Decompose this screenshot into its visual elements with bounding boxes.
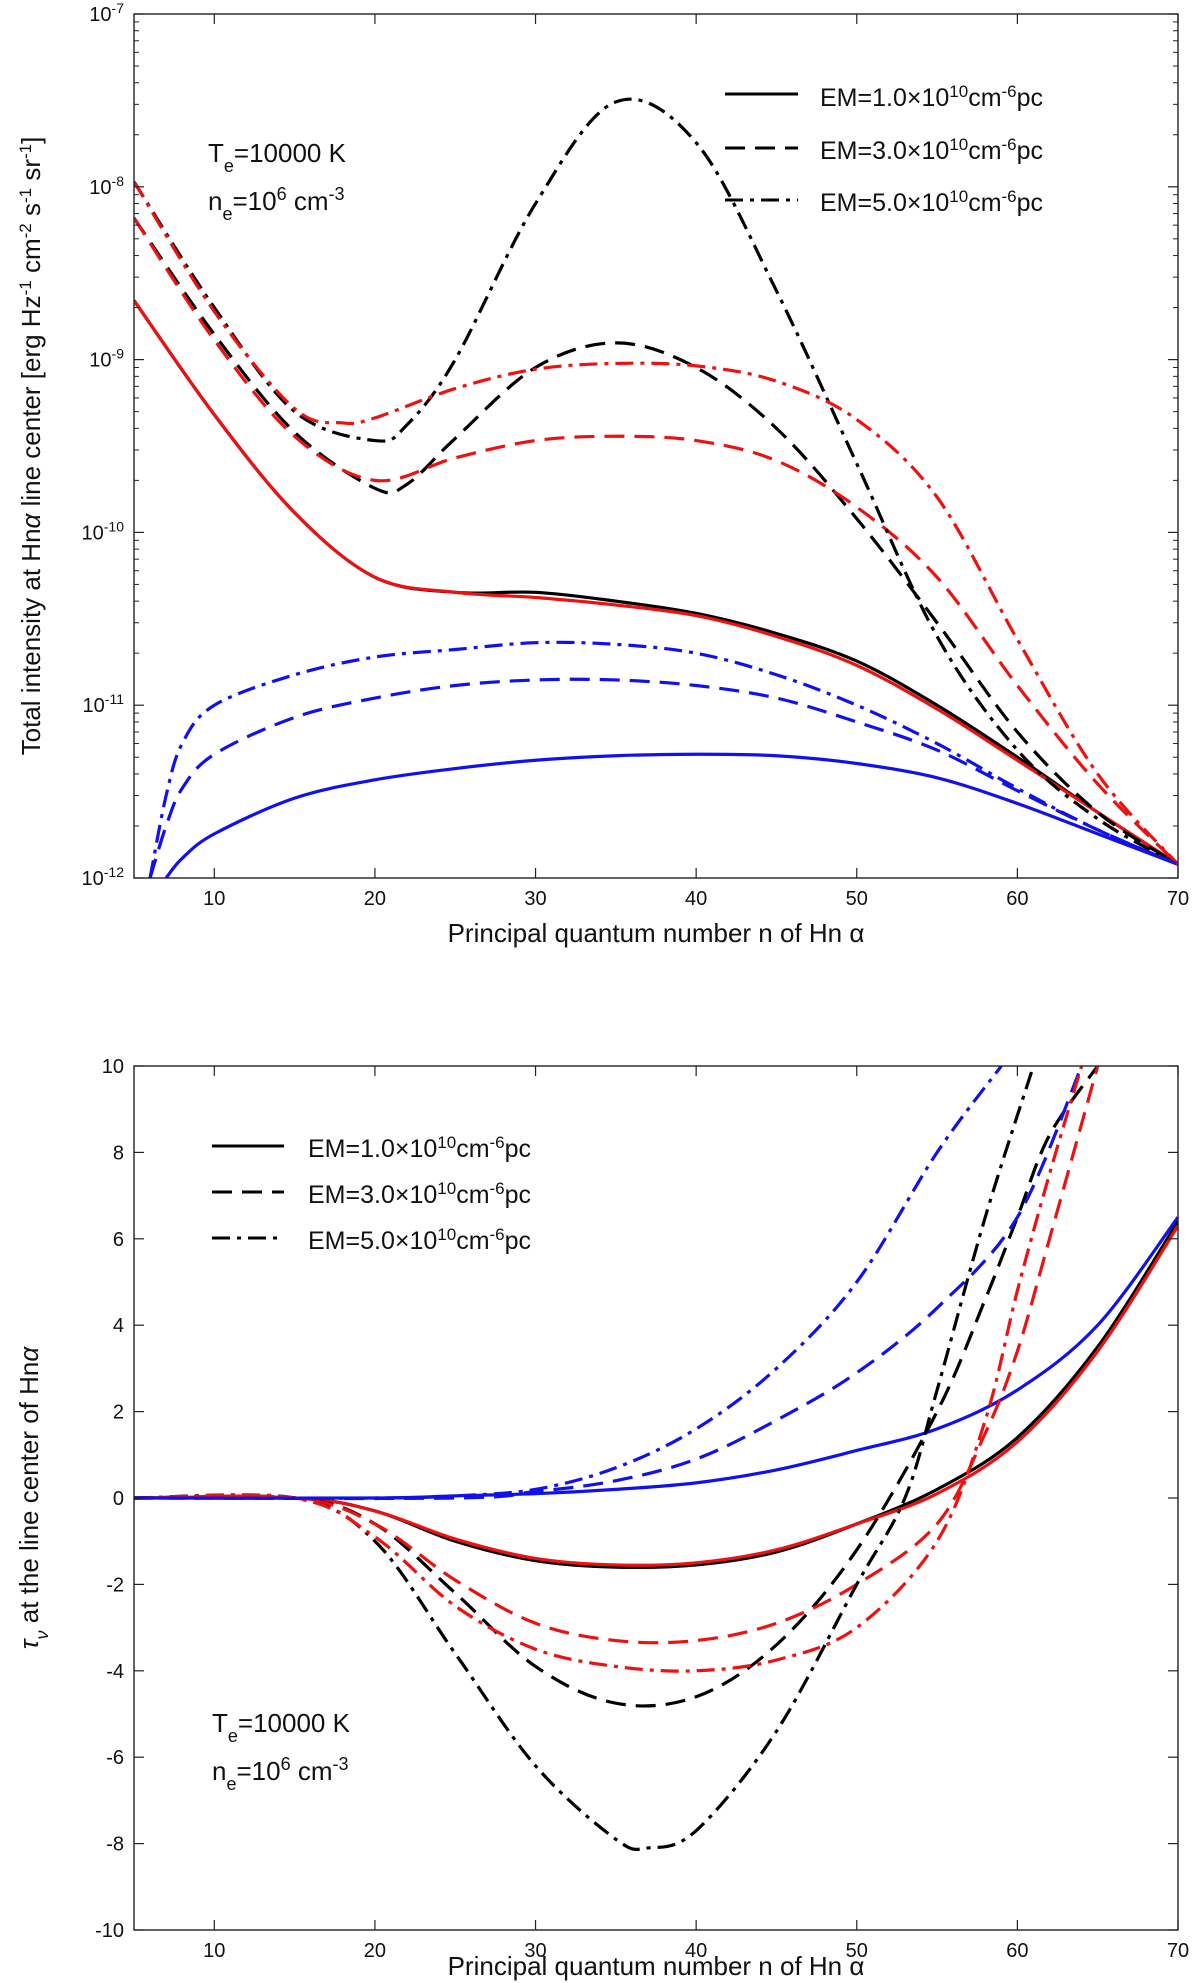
- optical-depth-y-tick-label: -10: [95, 1920, 124, 1942]
- intensity-x-ticks: 10 20 30 40 50 60 70: [203, 14, 1189, 910]
- optical-depth-series-red-dashdot: [134, 1066, 1084, 1673]
- optical-depth-series-blue-dashed: [134, 1066, 1084, 1501]
- intensity-series-black-solid: [134, 299, 1178, 866]
- optical-depth-x-tick-label: 50: [846, 1940, 868, 1962]
- optical-depth-x-tick-label: 20: [364, 1940, 386, 1962]
- intensity-y-tick-label: 10-7: [89, 0, 124, 26]
- intensity-chart: 10 20 30 40 50 60 70 10-1210-1110-1010-910-810…: [16, 0, 1190, 948]
- optical-depth-y-tick-label: 8: [113, 1142, 124, 1164]
- intensity-x-tick-label: 10: [203, 888, 225, 910]
- intensity-y-tick-label: 10-9: [89, 346, 124, 372]
- intensity-x-tick-label: 70: [1167, 888, 1189, 910]
- optical-depth-x-label: Principal quantum number n of Hn α: [448, 1951, 865, 1981]
- optical-depth-y-tick-label: -2: [106, 1574, 124, 1596]
- optical-depth-series-black-dashed: [134, 1066, 1100, 1708]
- optical-depth-y-tick-label: -4: [106, 1661, 124, 1683]
- optical-depth-y-ticks: -10 -8 -6 -4 -2 0 2 4 6 8 10: [95, 1056, 1178, 1942]
- optical-depth-series-blue-solid: [134, 1216, 1178, 1500]
- optical-depth-y-tick-label: 4: [113, 1315, 124, 1337]
- optical-depth-y-tick-label: 10: [102, 1056, 124, 1078]
- intensity-y-tick-label: 10-8: [89, 173, 124, 199]
- intensity-x-tick-label: 50: [846, 888, 868, 910]
- optical-depth-y-tick-label: -6: [106, 1747, 124, 1769]
- intensity-y-tick-label: 10-10: [82, 518, 125, 544]
- intensity-x-label: Principal quantum number n of Hn α: [448, 918, 865, 948]
- optical-depth-chart: 10 20 30 40 50 60 70 -10 -8 -6 -4 -2 0 2 4 6 8 10 Princi…: [14, 1056, 1189, 1981]
- legend-entry-2: EM=3.0×1010cm-6pc: [308, 1179, 531, 1210]
- intensity-series-red-dashed: [134, 217, 1178, 866]
- density-annotation: ne=106 cm-3: [212, 1754, 349, 1794]
- optical-depth-y-tick-label: 6: [113, 1229, 124, 1251]
- intensity-y-tick-label: 10-11: [83, 691, 125, 717]
- intensity-x-tick-label: 60: [1006, 888, 1028, 910]
- optical-depth-series-group: [134, 1066, 1178, 1852]
- optical-depth-series-black-dashdot: [134, 1066, 1035, 1852]
- intensity-x-tick-label: 40: [685, 888, 707, 910]
- intensity-plot-frame: [133, 13, 1179, 879]
- intensity-series-group: [134, 97, 1178, 878]
- optical-depth-x-tick-label: 40: [685, 1940, 707, 1962]
- intensity-x-tick-label: 20: [364, 888, 386, 910]
- intensity-y-ticks: 10-12 10-11 10-10 10-9 10-8 10-7: [82, 0, 1178, 890]
- intensity-series-black-dashdot: [134, 97, 1178, 866]
- intensity-series-black-dashed: [134, 217, 1178, 866]
- intensity-series-red-dashdot: [134, 180, 1178, 866]
- legend-entry-1: EM=1.0×1010cm-6pc: [308, 1133, 531, 1164]
- optical-depth-x-tick-label: 30: [524, 1940, 546, 1962]
- optical-depth-x-tick-label: 70: [1167, 1940, 1189, 1962]
- optical-depth-x-tick-label: 10: [203, 1940, 225, 1962]
- optical-depth-y-tick-label: 2: [113, 1402, 124, 1424]
- intensity-series-blue-dashed: [148, 677, 1178, 878]
- legend-entry-3: EM=5.0×1010cm-6pc: [820, 187, 1043, 218]
- optical-depth-x-ticks: 10 20 30 40 50 60 70: [203, 1066, 1189, 1962]
- optical-depth-series-red-solid: [134, 1224, 1178, 1567]
- legend-entry-3: EM=5.0×1010cm-6pc: [308, 1225, 531, 1256]
- optical-depth-y-tick-label: -8: [106, 1834, 124, 1856]
- legend-entry-1: EM=1.0×1010cm-6pc: [820, 82, 1043, 113]
- intensity-annotation: Te=10000 K ne=106 cm-3: [208, 138, 347, 224]
- intensity-series-red-solid: [134, 299, 1178, 866]
- intensity-series-blue-dashdot: [148, 640, 1178, 878]
- optical-depth-y-tick-label: 0: [113, 1488, 124, 1510]
- optical-depth-x-tick-label: 60: [1006, 1940, 1028, 1962]
- optical-depth-y-label: τν at the line center of Hnα: [14, 1346, 52, 1650]
- intensity-series-blue-solid: [164, 752, 1178, 878]
- temperature-annotation: Te=10000 K: [212, 1708, 351, 1746]
- legend-entry-2: EM=3.0×1010cm-6pc: [820, 135, 1043, 166]
- optical-depth-legend: EM=1.0×1010cm-6pc EM=3.0×1010cm-6pc EM=5…: [212, 1133, 531, 1256]
- density-annotation: ne=106 cm-3: [208, 184, 345, 224]
- intensity-x-tick-label: 30: [524, 888, 546, 910]
- optical-depth-series-blue-dashdot: [134, 1066, 1003, 1500]
- optical-depth-series-red-dashed: [134, 1066, 1100, 1645]
- intensity-y-tick-label: 10-12: [82, 864, 125, 890]
- intensity-legend: EM=1.0×1010cm-6pc EM=3.0×1010cm-6pc EM=5…: [725, 82, 1043, 218]
- intensity-y-label: Total intensity at Hnα line center [erg …: [16, 137, 47, 756]
- optical-depth-annotation: Te=10000 K ne=106 cm-3: [212, 1708, 351, 1794]
- temperature-annotation: Te=10000 K: [208, 138, 347, 176]
